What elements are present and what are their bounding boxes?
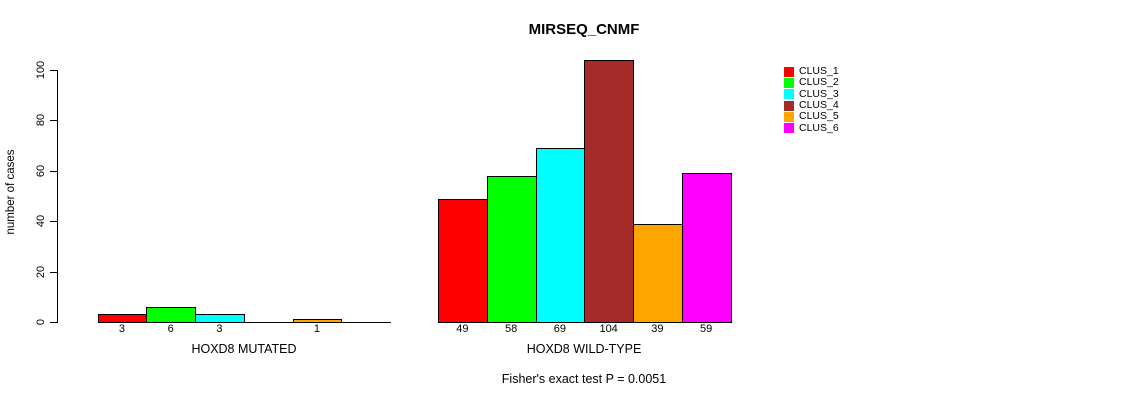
bar-clus_4 [584,60,634,323]
bar-clus_6 [682,173,732,323]
y-tick-label: 100 [35,60,47,80]
legend-entry-clus_2: CLUS_2 [784,77,839,88]
y-tick-label: 0 [35,318,47,326]
bar-clus_3 [195,314,245,323]
legend-entry-clus_5: CLUS_5 [784,111,839,122]
y-tick-label: 80 [35,113,47,127]
bar-clus_1 [438,199,488,323]
bar-clus_5 [293,319,342,323]
bar-value-label: 69 [553,323,566,335]
bar-value-label: 59 [700,323,713,335]
legend-label: CLUS_6 [799,121,839,134]
bar-clus_1 [98,314,147,323]
legend: CLUS_1 CLUS_2 CLUS_3 CLUS_4 CLUS_5 CLUS_6 [784,66,839,134]
y-axis-label: number of cases [5,149,17,235]
legend-swatch-clus_1 [784,66,794,77]
group-label-wildtype: HOXD8 WILD-TYPE [526,342,642,356]
legend-swatch-clus_2 [784,77,794,88]
bar-value-label: 104 [599,323,618,335]
legend-label: CLUS_1 [799,65,839,78]
y-tick-label: 20 [35,265,47,279]
legend-swatch-clus_4 [784,100,794,111]
bar-value-label: 3 [216,323,223,335]
bar-value-label: 49 [456,323,469,335]
bar-clus_2 [487,176,537,323]
y-tick-mark [50,322,57,323]
legend-label: CLUS_4 [799,99,839,112]
bar-value-label: 58 [505,323,518,335]
bar-clus_2 [146,307,196,323]
bar-value-label: 1 [313,323,320,335]
y-tick-label: 40 [35,214,47,228]
y-tick-mark [50,272,57,273]
y-tick-mark [50,171,57,172]
group-label-mutated: HOXD8 MUTATED [191,342,297,356]
legend-entry-clus_3: CLUS_3 [784,87,839,100]
y-axis-line [57,70,58,323]
y-tick-label: 60 [35,164,47,178]
bar-value-label: 6 [167,323,174,335]
bar-value-label: 39 [651,323,664,335]
y-tick-mark [50,221,57,222]
legend-entry-clus_1: CLUS_1 [784,66,839,77]
y-tick-mark [50,70,57,71]
bar-clus_3 [536,148,585,323]
legend-entry-clus_6: CLUS_6 [784,121,839,134]
legend-swatch-clus_3 [784,89,794,100]
legend-swatch-clus_6 [784,123,794,134]
fisher-test-footnote: Fisher's exact test P = 0.0051 [501,372,667,386]
bar-value-label: 3 [118,323,125,335]
legend-label: CLUS_5 [799,110,839,123]
bar-clus_5 [633,224,683,323]
y-tick-mark [50,120,57,121]
legend-swatch-clus_5 [784,111,794,122]
legend-label: CLUS_2 [799,76,839,89]
chart-title: MIRSEQ_CNMF [528,21,640,38]
legend-entry-clus_4: CLUS_4 [784,100,839,111]
legend-label: CLUS_3 [799,87,839,100]
